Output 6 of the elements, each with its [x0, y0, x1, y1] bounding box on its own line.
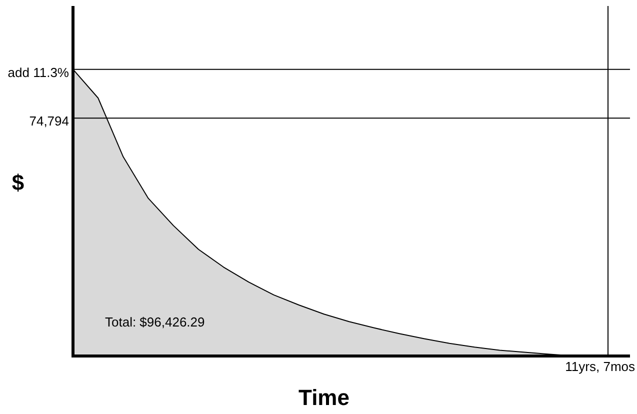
y-axis-title: $: [12, 170, 24, 196]
annotation: add 11.3%: [8, 64, 70, 80]
annotation: 74,794: [29, 114, 69, 129]
annotation: Total: $96,426.29: [105, 314, 205, 330]
text: 11yrs, 7mos: [565, 359, 636, 374]
x-axis-title: Time: [298, 385, 350, 410]
